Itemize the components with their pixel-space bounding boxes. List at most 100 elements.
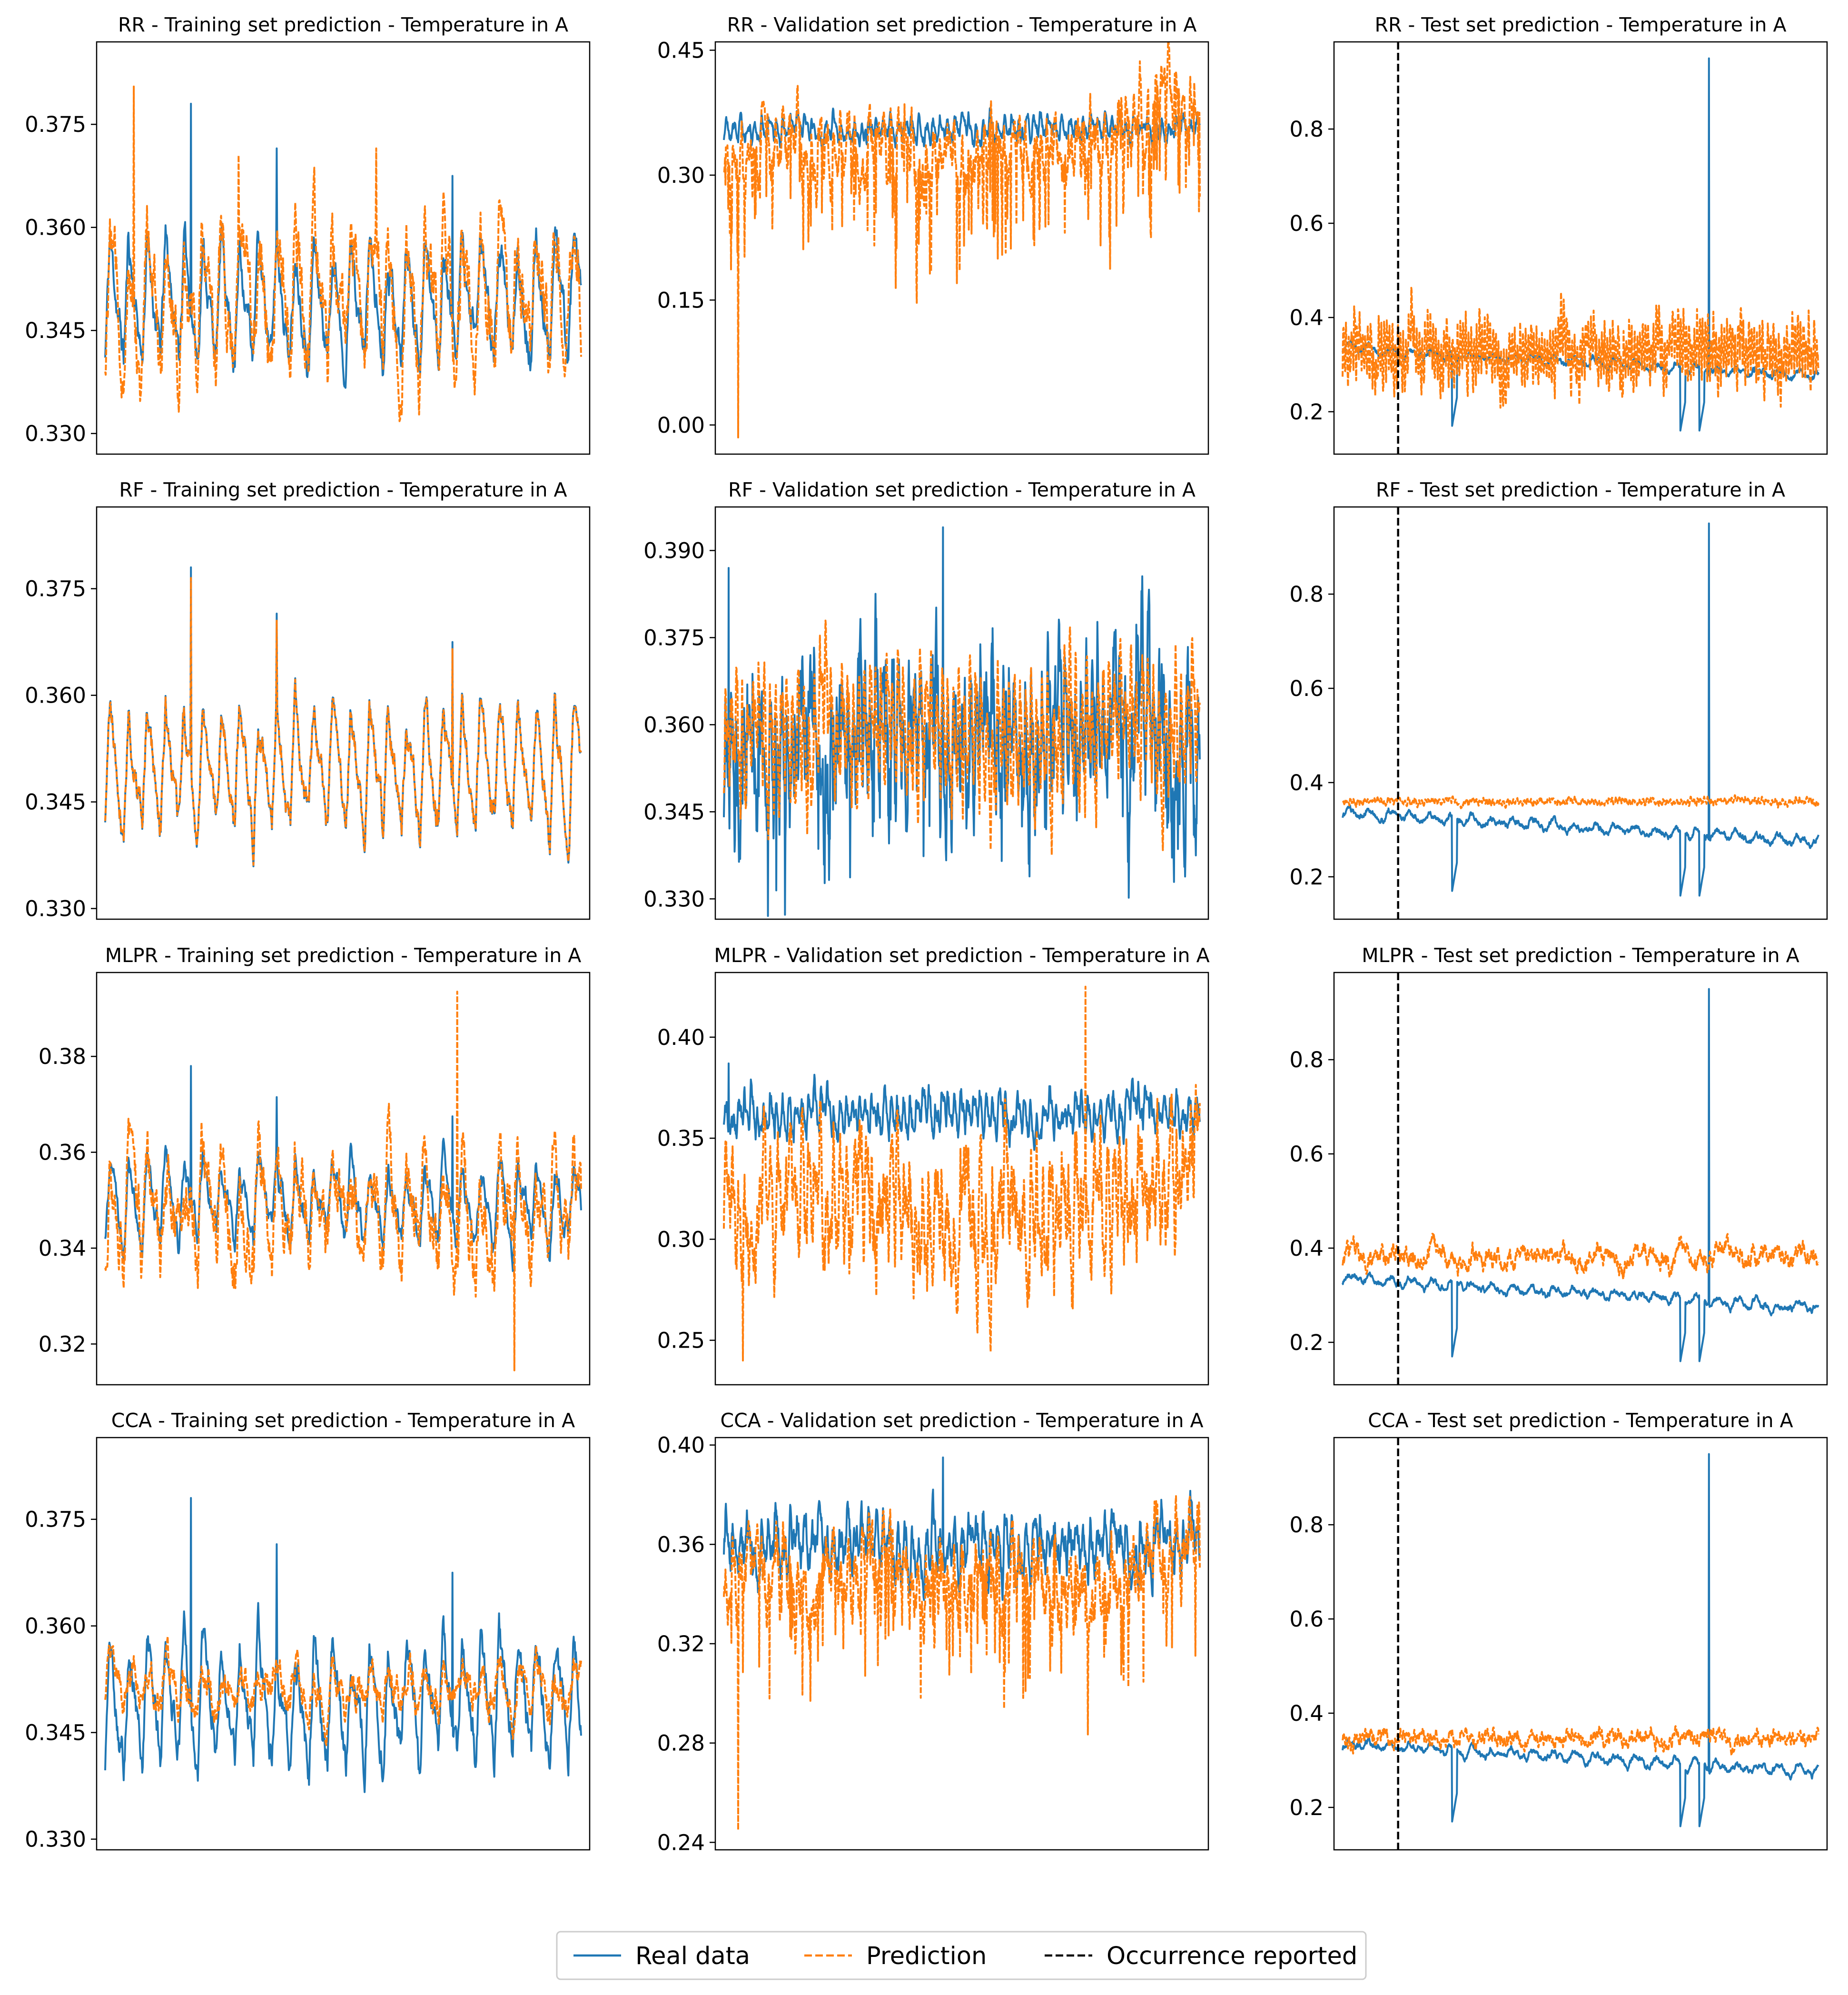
legend-label-real: Real data xyxy=(635,1942,750,1970)
subplot-title: CCA - Test set prediction - Temperature … xyxy=(1368,1409,1793,1432)
subplot-title: MLPR - Validation set prediction - Tempe… xyxy=(714,944,1209,967)
y-tick-label: 0.360 xyxy=(25,215,86,240)
y-tick-label: 0.345 xyxy=(25,1720,86,1746)
y-tick-label: 0.6 xyxy=(1289,676,1324,701)
y-tick-label: 0.345 xyxy=(25,318,86,343)
y-tick-label: 0.25 xyxy=(657,1328,705,1353)
y-tick-label: 0.4 xyxy=(1289,1701,1324,1726)
series-prediction xyxy=(723,42,1201,438)
subplot-3: RR - Test set prediction - Temperature i… xyxy=(1289,13,1828,455)
y-tick-label: 0.00 xyxy=(657,413,705,438)
axes-frame xyxy=(1333,506,1828,920)
y-tick-label: 0.36 xyxy=(39,1140,86,1165)
y-tick-label: 0.6 xyxy=(1289,1141,1324,1167)
axes-frame xyxy=(714,1437,1209,1851)
subplot-2: RR - Validation set prediction - Tempera… xyxy=(657,13,1209,455)
axes-frame xyxy=(1333,41,1828,455)
y-tick-label: 0.4 xyxy=(1289,770,1324,795)
series-real-data xyxy=(723,1062,1201,1151)
subplot-12: CCA - Test set prediction - Temperature … xyxy=(1289,1409,1828,1851)
subplot-title: CCA - Training set prediction - Temperat… xyxy=(111,1409,575,1432)
y-tick-label: 0.15 xyxy=(657,288,705,313)
y-tick-label: 0.6 xyxy=(1289,211,1324,236)
axes-frame xyxy=(714,506,1209,920)
legend-frame xyxy=(556,1931,1367,1980)
subplot-title: RF - Training set prediction - Temperatu… xyxy=(119,478,567,501)
series-prediction xyxy=(723,1495,1201,1831)
subplot-title: RF - Validation set prediction - Tempera… xyxy=(728,478,1196,501)
y-tick-label: 0.24 xyxy=(657,1830,705,1855)
y-tick-label: 0.35 xyxy=(657,1126,705,1151)
y-tick-label: 0.360 xyxy=(25,683,86,708)
axes-frame xyxy=(714,972,1209,1386)
subplot-8: MLPR - Validation set prediction - Tempe… xyxy=(657,944,1210,1386)
y-tick-label: 0.390 xyxy=(643,538,705,563)
subplot-1: RR - Training set prediction - Temperatu… xyxy=(25,13,591,455)
series-real-data xyxy=(104,1065,582,1272)
y-tick-label: 0.330 xyxy=(25,896,86,922)
y-tick-label: 0.375 xyxy=(25,112,86,137)
series-real-data xyxy=(104,566,582,867)
y-tick-label: 0.36 xyxy=(657,1532,705,1557)
series-real-data xyxy=(104,1497,582,1793)
y-tick-label: 0.345 xyxy=(25,790,86,815)
y-tick-label: 0.40 xyxy=(657,1025,705,1050)
y-tick-label: 0.8 xyxy=(1289,1047,1324,1072)
y-tick-label: 0.4 xyxy=(1289,305,1324,330)
y-tick-label: 0.360 xyxy=(643,712,705,737)
y-tick-label: 0.375 xyxy=(643,625,705,650)
y-tick-label: 0.4 xyxy=(1289,1236,1324,1261)
subplot-title: RF - Test set prediction - Temperature i… xyxy=(1376,478,1785,501)
subplot-title: RR - Training set prediction - Temperatu… xyxy=(118,13,568,36)
subplot-6: RF - Test set prediction - Temperature i… xyxy=(1289,478,1828,920)
series-prediction xyxy=(723,985,1201,1362)
axes-frame xyxy=(96,41,591,455)
y-tick-label: 0.40 xyxy=(657,1433,705,1458)
y-tick-label: 0.32 xyxy=(657,1631,705,1657)
y-tick-label: 0.2 xyxy=(1289,1795,1324,1820)
subplot-9: MLPR - Test set prediction - Temperature… xyxy=(1289,944,1828,1386)
legend: Real data Prediction Occurrence reported xyxy=(556,1931,1367,1980)
series-real-data xyxy=(104,102,582,389)
series-real-data xyxy=(1342,988,1819,1362)
y-tick-label: 0.2 xyxy=(1289,399,1324,425)
y-tick-label: 0.28 xyxy=(657,1731,705,1756)
series-real-data xyxy=(723,1456,1201,1601)
y-tick-label: 0.360 xyxy=(25,1614,86,1639)
axes-frame xyxy=(96,972,591,1386)
axes-frame xyxy=(1333,1437,1828,1851)
axes-frame xyxy=(96,506,591,920)
y-tick-label: 0.8 xyxy=(1289,117,1324,142)
subplot-title: MLPR - Training set prediction - Tempera… xyxy=(105,944,582,967)
y-tick-label: 0.30 xyxy=(657,1227,705,1252)
subplot-title: MLPR - Test set prediction - Temperature… xyxy=(1362,944,1799,967)
y-tick-label: 0.32 xyxy=(39,1331,86,1357)
series-real-data xyxy=(1342,522,1819,897)
y-tick-label: 0.375 xyxy=(25,576,86,602)
y-tick-label: 0.375 xyxy=(25,1507,86,1532)
y-tick-label: 0.8 xyxy=(1289,582,1324,607)
subplot-11: CCA - Validation set prediction - Temper… xyxy=(657,1409,1209,1855)
series-prediction xyxy=(723,619,1201,856)
series-real-data xyxy=(1342,1453,1819,1827)
series-prediction xyxy=(1342,1725,1819,1757)
y-tick-label: 0.38 xyxy=(39,1044,86,1069)
y-tick-label: 0.34 xyxy=(39,1236,86,1261)
y-tick-label: 0.330 xyxy=(25,421,86,447)
series-prediction xyxy=(104,85,582,422)
y-tick-label: 0.330 xyxy=(643,886,705,912)
axes-frame xyxy=(714,41,1209,455)
legend-label-prediction: Prediction xyxy=(866,1942,987,1970)
legend-label-occurrence: Occurrence reported xyxy=(1107,1942,1357,1970)
y-tick-label: 0.6 xyxy=(1289,1607,1324,1632)
y-tick-label: 0.30 xyxy=(657,163,705,188)
y-tick-label: 0.2 xyxy=(1289,1330,1324,1355)
series-prediction xyxy=(104,577,582,866)
subplot-title: RR - Validation set prediction - Tempera… xyxy=(727,13,1197,36)
subplot-title: RR - Test set prediction - Temperature i… xyxy=(1374,13,1786,36)
y-tick-label: 0.45 xyxy=(657,38,705,63)
y-tick-label: 0.330 xyxy=(25,1827,86,1852)
subplot-7: MLPR - Training set prediction - Tempera… xyxy=(39,944,591,1386)
axes-frame xyxy=(1333,972,1828,1386)
